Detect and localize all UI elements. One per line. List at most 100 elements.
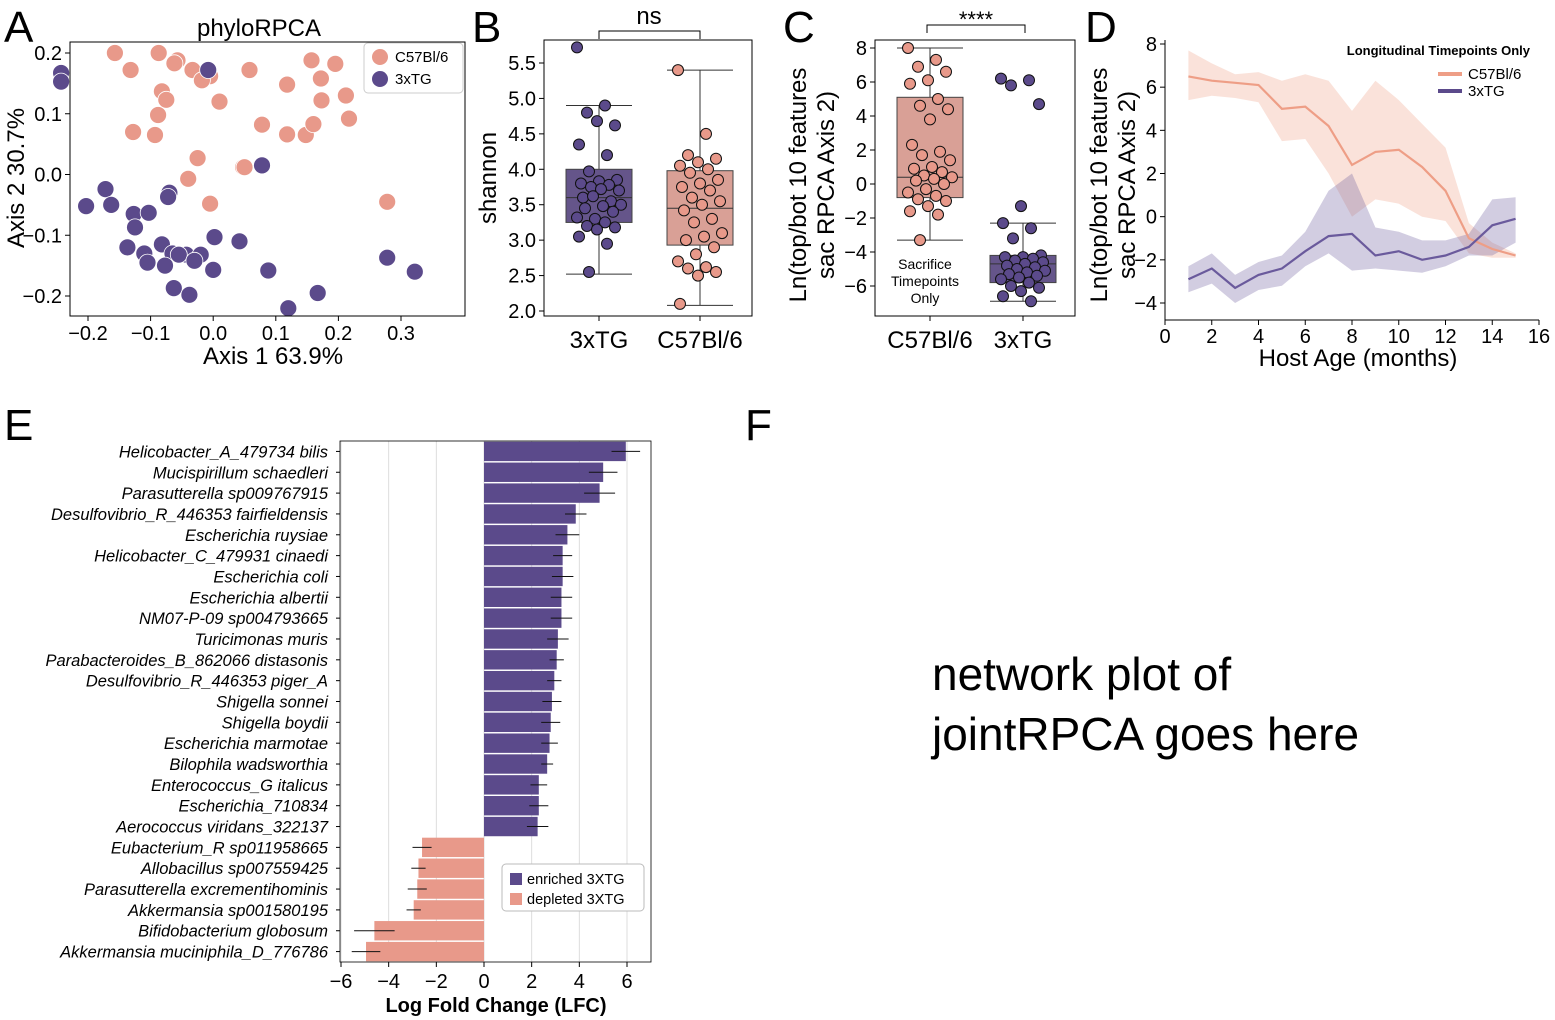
panel-e-bar-enriched	[484, 691, 552, 712]
panel-e-bar-enriched	[484, 504, 576, 524]
panel-a-point-3xtg	[180, 285, 199, 304]
panel-c-point	[1033, 281, 1045, 294]
panel-b-point	[615, 198, 627, 211]
panel-a-legend-label-3xtg: 3xTG	[395, 71, 432, 88]
panel-a-point-c57	[278, 125, 297, 144]
panel-c-point	[1025, 222, 1037, 235]
panel-a-xtick-label: 0.3	[387, 323, 415, 345]
panel-e-category-label: Helicobacter_C_479931 cinaedi	[94, 548, 329, 566]
panel-a-ticks: −0.2 −0.1 0.0 0.1 0.2 0.3 −0.2 −0.1 0.0 0.1 0.2	[23, 43, 415, 345]
panel-a-point-c57	[240, 61, 259, 79]
panel-b-point	[682, 149, 694, 162]
panel-a-legend: C57Bl/6 3xTG	[363, 42, 464, 94]
panel-c-ytick-label: 2	[856, 140, 867, 162]
panel-c-point	[1033, 98, 1045, 111]
panel-c-plot: −6 −4 −2 0 2 4 6 8 C57Bl/6 3xTG	[844, 38, 1076, 354]
panel-b-ylabel: shannon	[475, 132, 502, 224]
panel-c-point	[902, 186, 914, 199]
panel-b-ytick-label: 5.0	[508, 88, 536, 110]
panel-a-ytick-label: −0.1	[23, 225, 62, 247]
panel-c-point	[944, 154, 956, 167]
panel-a-point-c57	[312, 91, 331, 110]
panel-e-category-label: Desulfovibrio_R_446353 fairfieldensis	[51, 506, 328, 524]
panel-b-point	[674, 297, 686, 310]
panel-c-point	[1013, 271, 1025, 284]
panel-e-category-label: Turicimonas muris	[194, 631, 328, 649]
panel-c-point	[922, 200, 934, 213]
panel-b-ytick-label: 2.5	[508, 266, 536, 288]
panel-b-point	[571, 41, 583, 54]
panel-e-bar-enriched	[484, 650, 557, 670]
panel-e-xtick-label: 2	[526, 971, 537, 993]
panel-e-category-label: Akkermansia sp001580195	[127, 902, 329, 920]
panel-e-xtick-label: −6	[330, 971, 353, 993]
panel-e-legend-swatch-enriched	[510, 873, 522, 885]
panel-b-point	[710, 152, 722, 165]
panel-b-point	[599, 99, 611, 112]
panel-f-placeholder-line1: network plot of	[932, 648, 1231, 700]
panel-b-point	[674, 159, 686, 172]
panel-e-bar-enriched	[484, 608, 562, 628]
panel-b-point	[587, 190, 599, 203]
panel-a-ylabel: Axis 2 30.7%	[3, 108, 30, 248]
panel-a-point-3xtg	[138, 253, 157, 272]
panel-e-xtick-label: −2	[425, 971, 448, 993]
panel-a-point-c57	[188, 149, 207, 168]
panel-a-legend-marker-3xtg	[372, 71, 388, 87]
panel-c-point	[938, 178, 950, 190]
panel-e-bar-enriched	[484, 670, 555, 691]
panel-e-category-label: Escherichia albertii	[190, 589, 330, 607]
panel-c-point	[920, 183, 932, 196]
panel-a-xtick-label: 0.0	[199, 323, 227, 345]
panel-d-ytick-label: −2	[1134, 250, 1157, 272]
panel-d-line-3xtg	[1187, 217, 1516, 290]
panel-b-point	[579, 202, 591, 215]
panel-b-point	[613, 184, 625, 197]
panel-b-point	[680, 234, 692, 247]
panel-a-point-c57	[304, 115, 323, 133]
panel-d-legend-label-3xtg: 3xTG	[1468, 83, 1505, 100]
panel-a-ytick-label: −0.2	[23, 286, 62, 308]
panel-b-point	[591, 223, 603, 236]
panel-a-points	[52, 44, 424, 318]
panel-c-ytick-label: −6	[844, 276, 867, 298]
panel-e-category-label: Shigella sonnei	[216, 694, 329, 712]
panel-e-category-label: Enterococcus_G italicus	[151, 777, 328, 795]
panel-a-point-3xtg	[139, 203, 158, 222]
panel-a-point-3xtg	[126, 218, 144, 237]
panel-c-point	[995, 273, 1007, 286]
panel-d-xtick-label: 8	[1346, 326, 1357, 348]
panel-e-xtick-label: 6	[621, 971, 632, 993]
panel-c-ytick-label: 8	[856, 38, 867, 60]
panel-d-ytick-label: 0	[1146, 207, 1157, 229]
panel-a-legend-box	[363, 42, 464, 94]
panel-c-point	[904, 205, 916, 218]
panel-a-point-3xtg	[230, 232, 249, 251]
panel-b-point	[571, 211, 583, 224]
panel-a-point-c57	[326, 55, 345, 73]
panel-d-ytick-label: 2	[1146, 164, 1157, 186]
panel-c-point	[912, 60, 924, 73]
panel-e-bar-depleted	[417, 879, 484, 899]
panel-a-title: phyloRPCA	[197, 15, 321, 42]
panel-e-bar-depleted	[418, 858, 484, 878]
panel-e-legend-box	[501, 863, 645, 912]
panel-c-point	[940, 195, 952, 207]
panel-e-bar-enriched	[484, 587, 562, 607]
panel-c-point	[922, 74, 934, 87]
panel-d-lineplot: 0 2 4 6 8 10 12 14 16 −4 −2 0 2 4 6 8 Longitudinal Time…	[1086, 34, 1550, 372]
panel-b-point	[694, 177, 706, 190]
panel-c-boxplot: −6 −4 −2 0 2 4 6 8 C57Bl/6 3xTG **** Sacrifice Ti…	[785, 7, 1076, 354]
panel-e-legend-label-enriched: enriched 3XTG	[527, 872, 625, 888]
panel-d-legend-label-c57: C57Bl/6	[1468, 66, 1521, 83]
panel-c-frame	[874, 39, 1076, 317]
panel-a-point-3xtg	[102, 195, 121, 214]
panel-c-point	[1007, 232, 1019, 245]
panel-e-category-label: Escherichia_710834	[178, 798, 328, 816]
panel-b-ytick-label: 2.0	[508, 301, 536, 323]
panel-a-point-3xtg	[308, 284, 327, 302]
panel-e-bar-enriched	[484, 566, 563, 587]
panel-c-point	[1025, 295, 1037, 308]
panel-a-point-c57	[146, 126, 164, 144]
panel-b-point	[700, 261, 712, 274]
